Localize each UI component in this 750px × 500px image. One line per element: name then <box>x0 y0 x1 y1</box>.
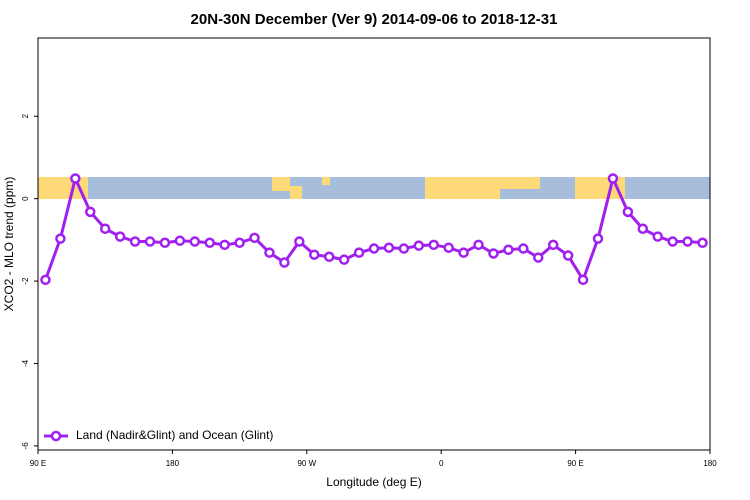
data-point <box>338 254 350 265</box>
data-point <box>159 237 171 249</box>
data-point <box>144 236 156 247</box>
data-point <box>652 231 663 242</box>
data-point <box>547 239 559 251</box>
data-point <box>40 274 51 286</box>
x-tick-label: 180 <box>703 459 717 468</box>
data-point <box>518 243 529 254</box>
data-point <box>234 237 245 249</box>
y-axis-label: XCO2 - MLO trend (ppm) <box>2 177 16 312</box>
data-point <box>682 236 693 247</box>
data-point <box>353 247 365 258</box>
chart-title: 20N-30N December (Ver 9) 2014-09-06 to 2… <box>191 11 558 28</box>
x-tick-label: 90 E <box>567 459 583 468</box>
y-tick-label: -6 <box>21 442 30 450</box>
data-point <box>413 240 425 251</box>
data-point <box>70 173 81 184</box>
data-point <box>503 244 514 256</box>
data-point <box>249 232 260 244</box>
y-tick-label: -4 <box>21 359 30 367</box>
data-point <box>398 243 410 254</box>
data-point <box>443 242 454 253</box>
data-point <box>473 239 484 251</box>
data-point <box>562 250 574 261</box>
data-point <box>428 239 439 251</box>
data-point <box>85 206 96 218</box>
data-point <box>99 223 111 235</box>
x-tick-label: 180 <box>166 459 180 468</box>
x-axis-label: Longitude (deg E) <box>326 475 421 489</box>
data-point <box>577 274 589 286</box>
x-tick-label: 90 E <box>30 459 46 468</box>
data-point <box>592 233 604 244</box>
data-point <box>383 242 395 253</box>
data-point <box>323 251 335 263</box>
data-point <box>533 252 544 263</box>
x-tick-label: 0 <box>439 459 444 468</box>
data-point <box>488 248 499 259</box>
y-tick-label: 2 <box>21 114 30 119</box>
y-tick-label: 0 <box>21 196 30 201</box>
data-point <box>309 249 320 260</box>
data-point <box>219 239 230 251</box>
plot-frame <box>37 37 711 451</box>
legend-label: Land (Nadir&Glint) and Ocean (Glint) <box>76 428 273 442</box>
data-point <box>129 236 141 247</box>
data-point <box>458 247 469 258</box>
data-point <box>294 236 305 247</box>
legend-marker <box>50 430 62 442</box>
data-point <box>174 235 186 246</box>
data-point <box>114 231 126 242</box>
data-point <box>279 257 290 268</box>
data-point <box>607 173 619 184</box>
data-point <box>368 243 380 254</box>
data-point <box>264 247 275 258</box>
data-point <box>637 223 649 235</box>
x-tick-label: 90 W <box>297 459 316 468</box>
data-point <box>204 237 215 249</box>
data-point <box>622 206 634 218</box>
y-tick-label: -2 <box>21 277 30 285</box>
data-point <box>667 236 678 247</box>
data-point <box>189 236 201 247</box>
data-point <box>697 237 708 249</box>
data-point <box>55 233 66 244</box>
